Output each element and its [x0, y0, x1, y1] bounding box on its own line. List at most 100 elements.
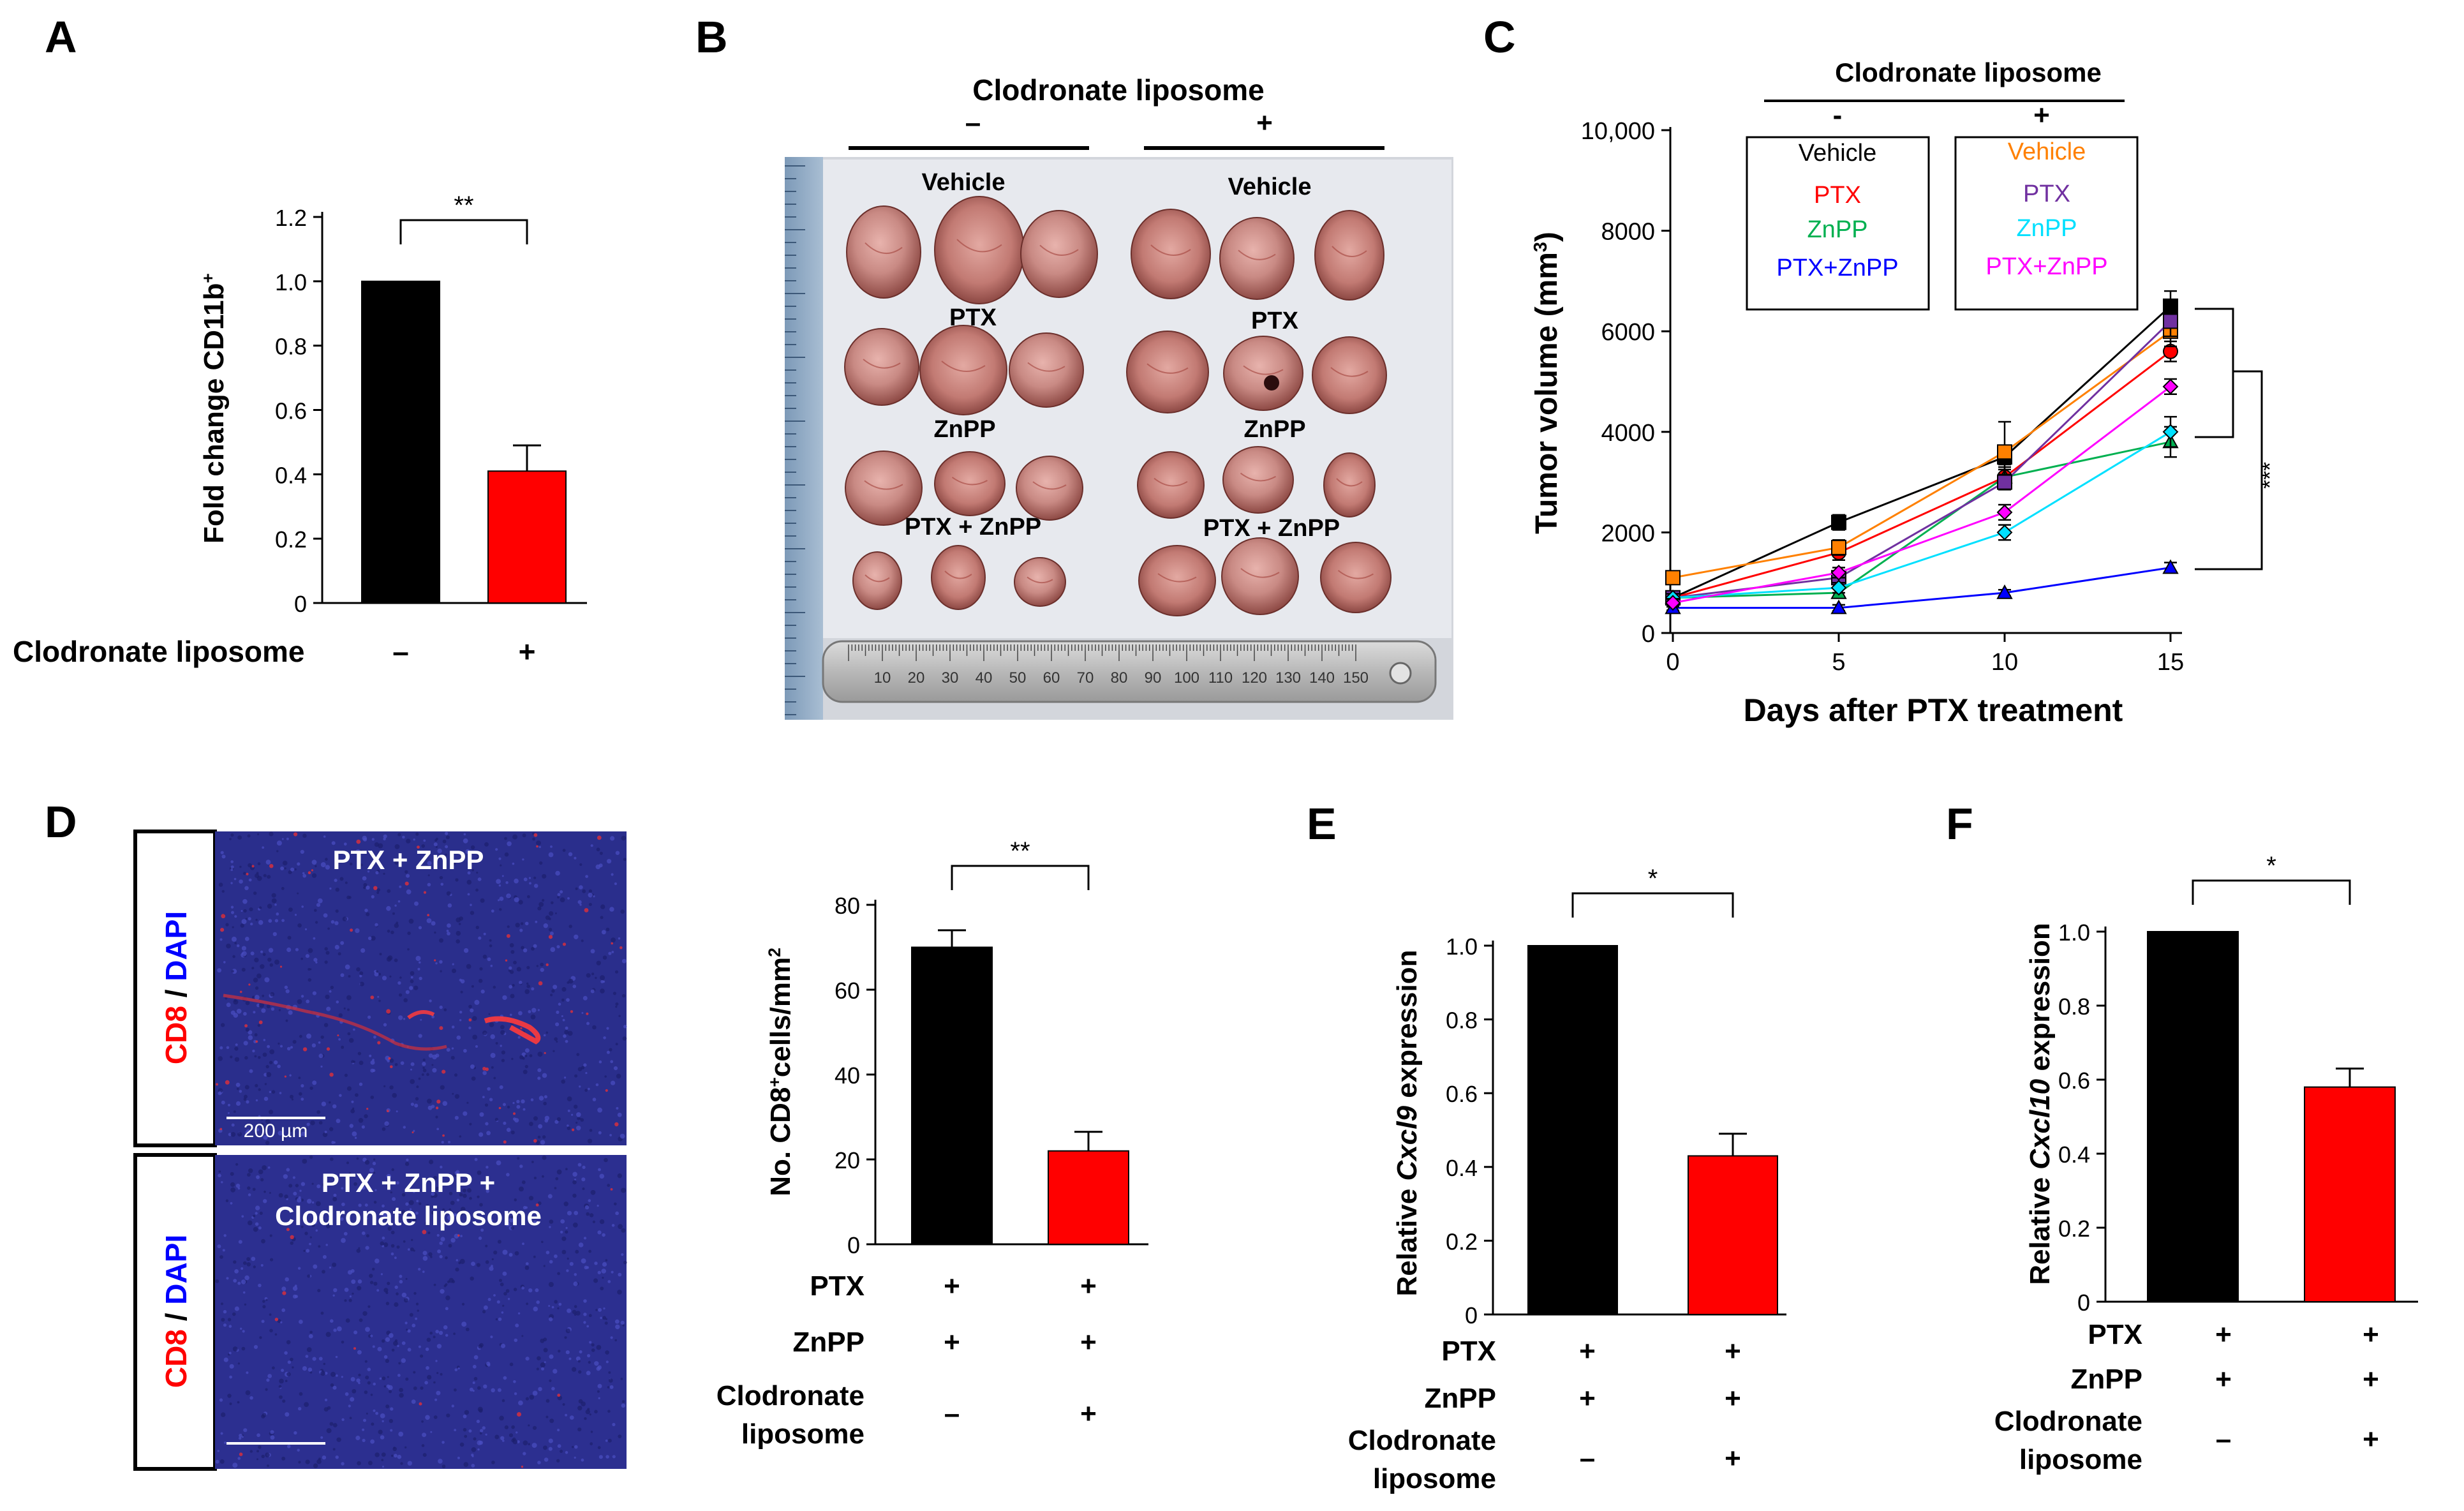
nucleus-dot	[217, 1244, 221, 1249]
nucleus-dot	[454, 1368, 458, 1372]
nucleus-dot	[480, 1429, 484, 1433]
nucleus-dot	[593, 895, 595, 898]
cd8-cell-dot	[390, 1065, 393, 1069]
nucleus-dot	[544, 1457, 549, 1462]
y-tick-label: 40	[835, 1062, 860, 1089]
nucleus-dot	[589, 1129, 593, 1132]
vertical-ruler	[785, 157, 823, 720]
nucleus-dot	[409, 1208, 412, 1210]
nucleus-dot	[297, 999, 302, 1004]
nucleus-dot	[510, 949, 515, 954]
cd8-cell-dot	[442, 1134, 445, 1137]
significance-bracket	[2192, 879, 2351, 905]
nucleus-dot	[583, 1299, 587, 1303]
nucleus-dot	[373, 1382, 376, 1386]
nucleus-dot	[473, 1215, 478, 1219]
nucleus-dot	[422, 1453, 427, 1457]
nucleus-dot	[277, 1064, 281, 1068]
nucleus-dot	[594, 1361, 599, 1366]
tumor-specimen	[1219, 217, 1295, 300]
cd8-cell-dot	[538, 981, 543, 986]
legend-box-plus	[1954, 136, 2139, 311]
nucleus-dot	[533, 884, 538, 888]
nucleus-dot	[576, 1053, 580, 1056]
nucleus-dot	[616, 1073, 621, 1079]
nucleus-dot	[460, 1235, 463, 1237]
nucleus-dot	[382, 1376, 386, 1381]
x-tick-label: 10	[1991, 649, 2018, 676]
nucleus-dot	[225, 997, 228, 1000]
nucleus-dot	[529, 1054, 533, 1057]
significance-bracket-outer	[2195, 370, 2263, 570]
nucleus-dot	[290, 1046, 293, 1049]
nucleus-dot	[495, 848, 498, 851]
nucleus-dot	[286, 837, 289, 840]
nucleus-dot	[358, 1247, 360, 1249]
nucleus-dot	[346, 1161, 349, 1165]
nucleus-dot	[565, 1350, 570, 1355]
nucleus-dot	[420, 1018, 422, 1021]
nucleus-dot	[461, 1302, 465, 1306]
nucleus-dot	[225, 923, 229, 927]
nucleus-dot	[439, 875, 443, 880]
cd8-cell-dot	[533, 833, 538, 837]
nucleus-dot	[521, 946, 524, 949]
nucleus-dot	[439, 938, 443, 943]
nucleus-dot	[404, 1446, 407, 1448]
nucleus-dot	[509, 1362, 514, 1366]
nucleus-dot	[298, 1407, 302, 1411]
nucleus-dot	[607, 1438, 612, 1443]
nucleus-dot	[333, 1329, 337, 1332]
nucleus-dot	[531, 1008, 537, 1013]
cd8-cell-dot	[517, 1412, 521, 1417]
series-line	[1672, 320, 2172, 599]
nucleus-dot	[500, 1436, 505, 1440]
nucleus-dot	[604, 1321, 608, 1325]
nucleus-dot	[251, 1256, 256, 1262]
nucleus-dot	[564, 1076, 567, 1079]
nucleus-dot	[233, 1260, 237, 1264]
nucleus-dot	[428, 1252, 433, 1256]
nucleus-dot	[516, 1431, 518, 1434]
nucleus-dot	[535, 920, 538, 923]
nucleus-dot	[230, 1132, 236, 1137]
nucleus-dot	[301, 1198, 304, 1202]
nucleus-dot	[442, 1208, 445, 1211]
nucleus-dot	[277, 1319, 281, 1323]
nucleus-dot	[572, 1180, 577, 1185]
nucleus-dot	[382, 976, 387, 981]
nucleus-dot	[533, 1177, 537, 1180]
nucleus-dot	[226, 1002, 231, 1008]
nucleus-dot	[385, 1404, 390, 1409]
ruler-number: 110	[1208, 669, 1233, 687]
nucleus-dot	[435, 1330, 439, 1334]
nucleus-dot	[497, 1217, 503, 1223]
stain-dapi: DAPI	[160, 1235, 193, 1305]
nucleus-dot	[455, 1267, 459, 1272]
nucleus-dot	[428, 1053, 433, 1058]
nucleus-dot	[399, 993, 403, 997]
nucleus-dot	[332, 1423, 338, 1427]
nucleus-dot	[501, 875, 504, 877]
nucleus-dot	[367, 1305, 371, 1308]
nucleus-dot	[452, 1092, 454, 1095]
nucleus-dot	[510, 970, 514, 974]
nucleus-dot	[475, 888, 479, 892]
nucleus-dot	[269, 1090, 272, 1094]
nucleus-dot	[232, 955, 235, 958]
nucleus-dot	[241, 919, 247, 925]
nucleus-dot	[605, 1350, 609, 1355]
cd8-signal-streak-2	[484, 1016, 541, 1045]
nucleus-dot	[305, 954, 309, 958]
nucleus-dot	[230, 833, 234, 837]
nucleus-dot	[348, 896, 352, 899]
nucleus-dot	[258, 1445, 262, 1449]
nucleus-dot	[500, 1283, 504, 1286]
nucleus-dot	[446, 1413, 450, 1418]
nucleus-dot	[506, 1128, 511, 1132]
nucleus-dot	[537, 1356, 541, 1360]
nucleus-dot	[235, 1163, 239, 1166]
nucleus-dot	[225, 1199, 229, 1203]
nucleus-dot	[561, 1015, 563, 1017]
nucleus-dot	[386, 905, 391, 911]
